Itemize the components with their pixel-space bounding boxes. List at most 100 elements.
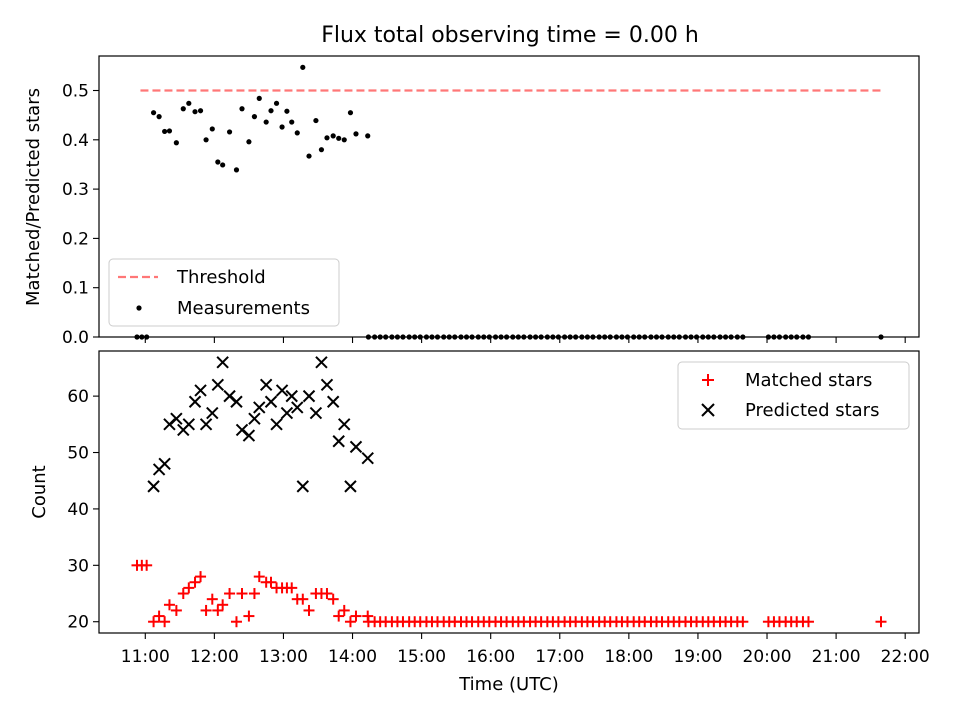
predicted-point xyxy=(230,395,243,408)
measurement-point xyxy=(353,131,359,137)
measurement-point xyxy=(263,119,269,125)
matched-point xyxy=(153,610,165,622)
predicted-point xyxy=(206,406,219,420)
matched-point xyxy=(333,610,345,622)
measurement-point xyxy=(162,128,168,135)
predicted-point xyxy=(253,401,266,414)
matched-point xyxy=(148,616,160,628)
matched-point xyxy=(170,604,182,616)
x-tick-label: 19:00 xyxy=(673,647,722,667)
measurement-point xyxy=(300,64,306,70)
measurements-legend-swatch xyxy=(136,305,142,311)
matched-point xyxy=(265,576,277,588)
bottom-plot-area xyxy=(131,356,887,628)
predicted-point xyxy=(285,389,298,403)
x-tick-label: 22:00 xyxy=(881,647,930,667)
measurement-point xyxy=(192,109,198,115)
top-y-tick-label: 0.3 xyxy=(62,180,89,200)
matched-point xyxy=(248,588,260,600)
bottom-legend-box xyxy=(677,361,910,430)
predicted-legend-swatch xyxy=(701,403,715,417)
measurement-point xyxy=(209,126,215,132)
measurement-point xyxy=(313,117,319,124)
bottom-y-tick-label: 40 xyxy=(67,500,89,520)
x-tick-label: 12:00 xyxy=(190,647,239,667)
predicted-point xyxy=(216,356,229,369)
matched-point xyxy=(297,593,309,605)
measurement-point xyxy=(330,133,336,139)
measurement-point xyxy=(324,135,330,141)
x-tick-label: 17:00 xyxy=(535,647,584,667)
predicted-point xyxy=(361,451,374,465)
measurement-point xyxy=(239,106,245,112)
top-y-tick-label: 0.0 xyxy=(62,328,89,348)
matched-point xyxy=(224,588,236,600)
measurements-legend-label: Measurements xyxy=(177,298,310,319)
measurement-point xyxy=(197,108,204,114)
matched-point xyxy=(243,610,255,622)
predicted-point xyxy=(211,378,225,392)
predicted-point xyxy=(170,412,183,425)
bottom-legend: Matched stars Predicted stars xyxy=(677,361,910,430)
predicted-point xyxy=(147,480,160,493)
matched-point xyxy=(338,604,350,616)
chart-title: Flux total observing time = 0.00 h xyxy=(321,23,699,48)
measurement-point xyxy=(347,110,354,116)
x-tick-label: 18:00 xyxy=(604,647,653,667)
top-y-ticks: 0.0 0.1 0.2 0.3 0.4 0.5 xyxy=(62,82,99,348)
predicted-point xyxy=(291,401,304,414)
bottom-y-tick-label: 30 xyxy=(67,556,89,576)
predicted-point xyxy=(264,395,278,408)
matched-point xyxy=(321,588,333,600)
matched-point xyxy=(737,616,749,628)
ratio-panel: Flux total observing time = 0.00 h Match… xyxy=(23,23,920,348)
measurement-point xyxy=(150,110,157,116)
matched-point xyxy=(253,571,265,583)
measurement-point xyxy=(279,124,285,130)
measurement-point xyxy=(284,108,290,114)
predicted-point xyxy=(302,389,316,403)
measurement-point xyxy=(246,139,252,145)
threshold-legend-label: Threshold xyxy=(176,267,266,288)
x-axis-label: Time (UTC) xyxy=(458,674,559,695)
measurement-point xyxy=(318,147,325,153)
predicted-point xyxy=(199,418,213,431)
predicted-point xyxy=(332,435,345,448)
predicted-point xyxy=(280,406,294,420)
predicted-point xyxy=(188,395,202,408)
matched-point xyxy=(141,559,153,571)
matched-point xyxy=(189,576,201,588)
bottom-axes-frame xyxy=(98,350,920,634)
predicted-point xyxy=(182,418,196,431)
top-legend-box xyxy=(108,258,340,327)
bottom-y-tick-label: 50 xyxy=(67,444,89,464)
measurement-point xyxy=(180,106,186,112)
matched-point xyxy=(183,582,195,594)
predicted-point xyxy=(158,457,171,471)
measurement-point xyxy=(173,140,179,146)
x-tick-label: 13:00 xyxy=(259,647,308,667)
measurement-point xyxy=(273,100,280,106)
measurement-point xyxy=(166,128,173,134)
x-tick-label: 21:00 xyxy=(812,647,861,667)
top-y-axis-label: Matched/Predicted stars xyxy=(23,88,44,306)
measurement-point xyxy=(289,119,295,125)
matched-point xyxy=(163,599,175,611)
predicted-point xyxy=(194,384,207,397)
measurement-point xyxy=(156,114,162,120)
bottom-y-axis-label: Count xyxy=(29,465,50,518)
measurement-point xyxy=(294,130,300,136)
predicted-point xyxy=(349,440,363,454)
measurement-point xyxy=(256,95,262,101)
matched-point xyxy=(217,599,229,611)
top-axes-frame xyxy=(98,55,920,338)
predicted-point xyxy=(248,412,261,425)
measurement-point xyxy=(268,108,274,114)
measurement-point xyxy=(220,162,226,168)
measurement-point xyxy=(226,129,233,135)
x-tick-label: 14:00 xyxy=(328,647,377,667)
predicted-point xyxy=(320,378,334,392)
matched-point xyxy=(802,616,814,628)
